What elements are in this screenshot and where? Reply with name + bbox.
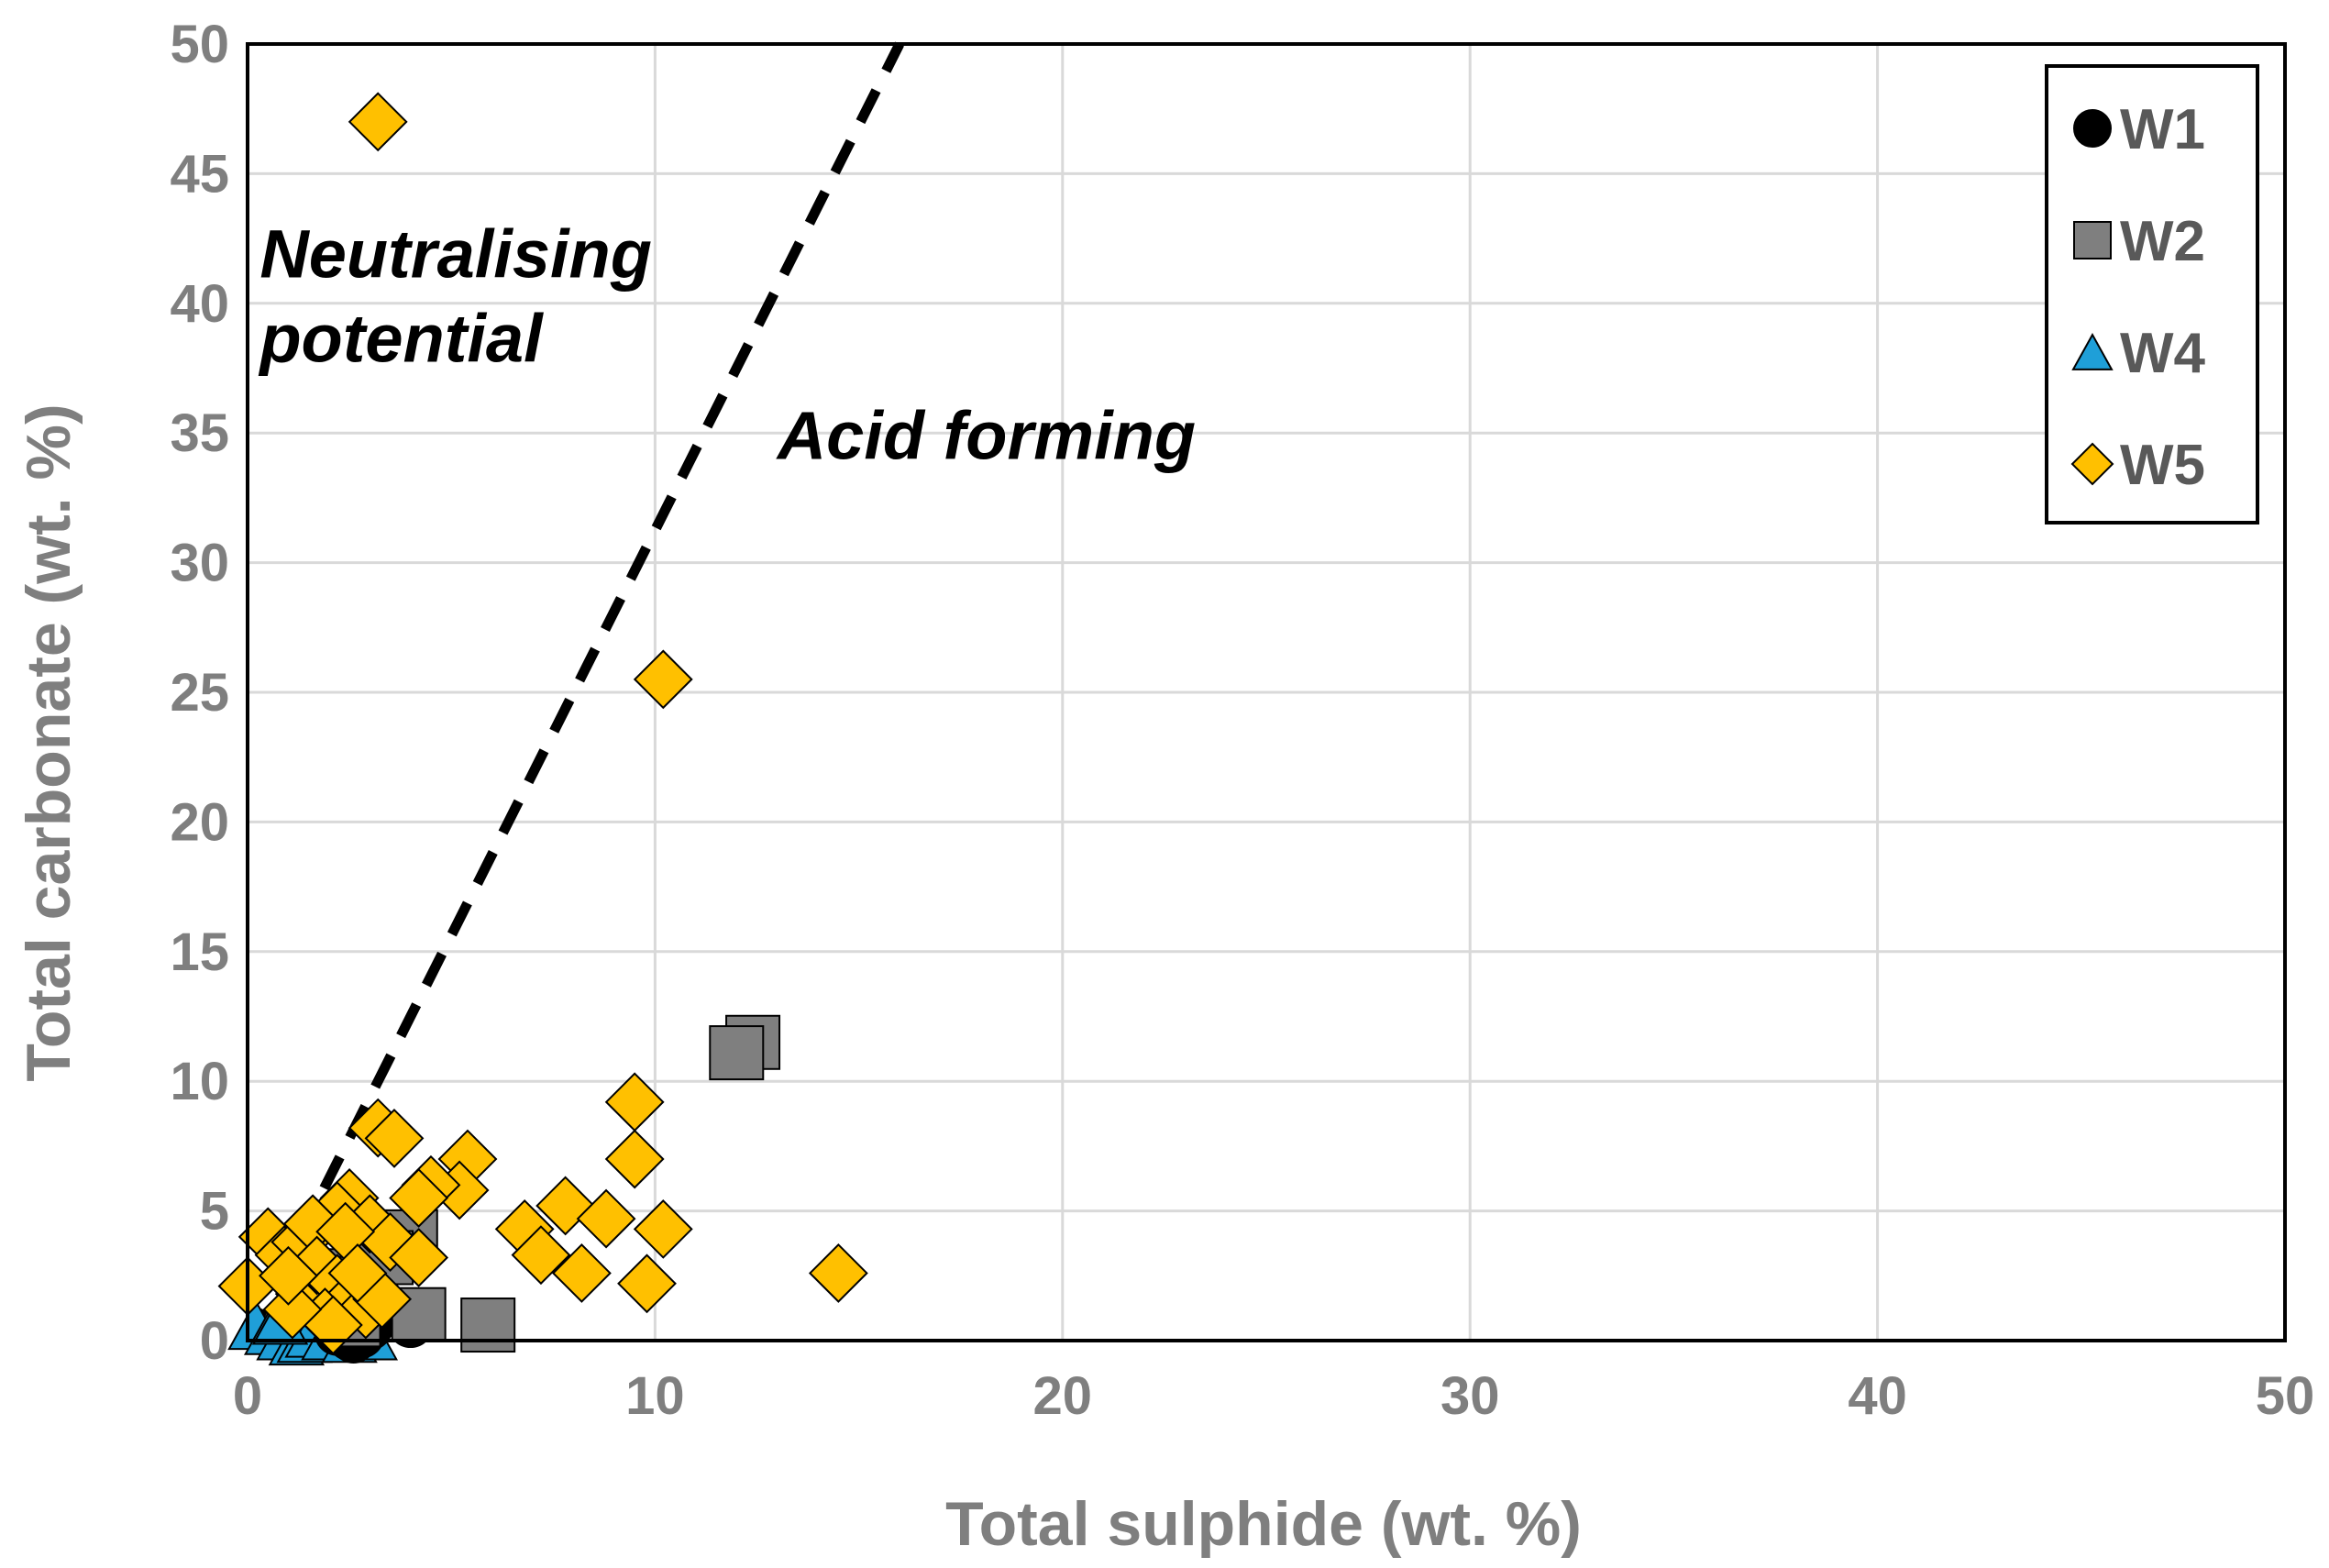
data-point-w5 (617, 1253, 677, 1314)
data-point-w2 (460, 1297, 516, 1353)
legend-marker-w2 (2073, 221, 2112, 259)
y-tick-label: 40 (170, 274, 229, 334)
y-tick-label: 35 (170, 403, 229, 463)
y-tick-label: 45 (170, 144, 229, 204)
x-tick-label: 20 (1033, 1366, 1093, 1426)
legend-label-w1: W1 (2120, 98, 2205, 161)
data-point-w5 (576, 1188, 636, 1249)
plot-area-frame (246, 42, 2287, 1342)
data-point-w5 (633, 1198, 693, 1259)
legend-marker-w4 (2071, 333, 2114, 370)
x-tick-label: 50 (2256, 1366, 2315, 1426)
annotations: Neutralising potential Acid forming (258, 216, 1196, 474)
legend-marker-w5 (2070, 442, 2114, 486)
data-point-w5 (327, 1243, 388, 1303)
data-point-w5 (259, 1245, 318, 1306)
data-point-w5 (808, 1243, 868, 1303)
legend: W1 W2 W4 W5 (2045, 64, 2259, 525)
annotation-text-0: Neutralising (259, 216, 652, 293)
legend-marker-w1 (2073, 109, 2112, 148)
y-tick-label: 25 (170, 663, 229, 723)
annotation-text-1: Acid forming (776, 397, 1196, 473)
x-tick-label: 10 (625, 1366, 685, 1426)
y-tick-label: 15 (170, 922, 229, 982)
y-tick-label: 10 (170, 1052, 229, 1111)
data-point-w5 (604, 1129, 665, 1189)
data-point-w5 (633, 649, 693, 710)
data-point-w2 (709, 1025, 765, 1081)
tick-labels: 0 10 20 30 40 50 0 5 10 15 20 25 30 35 40 45 50 (170, 15, 2314, 1426)
x-tick-label: 30 (1440, 1366, 1500, 1426)
data-point-w5 (389, 1168, 449, 1228)
x-tick-label: 0 (233, 1366, 262, 1426)
y-tick-label: 0 (200, 1311, 229, 1371)
legend-label-w2: W2 (2120, 210, 2205, 273)
annotation-text-0: potential (258, 301, 544, 377)
data-point-w5 (389, 1228, 449, 1287)
y-tick-label: 5 (200, 1182, 229, 1242)
data-point-w5 (511, 1225, 571, 1286)
data-point-w5 (551, 1243, 612, 1303)
y-tick-label: 20 (170, 792, 229, 852)
y-tick-label: 30 (170, 534, 229, 593)
legend-label-w4: W4 (2120, 322, 2206, 385)
y-tick-label: 50 (170, 15, 229, 74)
x-tick-label: 40 (1848, 1366, 1907, 1426)
series-w5 (217, 92, 868, 1355)
data-point-w5 (348, 92, 408, 152)
legend-label-w5: W5 (2120, 434, 2205, 497)
data-series (217, 92, 868, 1366)
data-point-w5 (364, 1109, 425, 1168)
gridlines (248, 44, 2285, 1341)
y-axis-title: Total carbonate (wt. %) (14, 403, 83, 1081)
x-axis-title: Total sulphide (wt. %) (945, 1489, 1582, 1559)
